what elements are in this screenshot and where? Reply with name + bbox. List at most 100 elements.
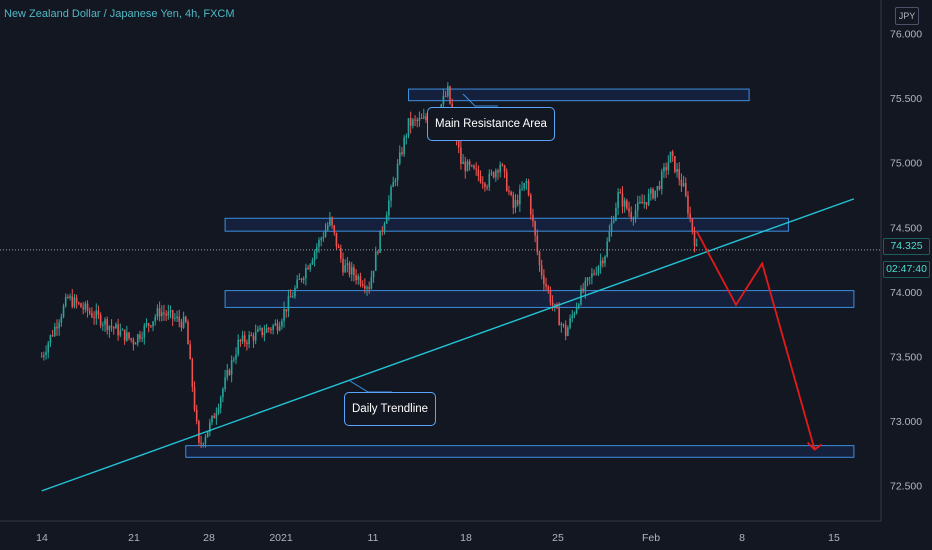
candle-body xyxy=(591,273,593,278)
candle-body xyxy=(302,278,305,281)
candle-body xyxy=(123,329,126,341)
candle-body xyxy=(342,258,344,273)
candle-body xyxy=(71,296,74,307)
candle-body xyxy=(523,183,526,189)
candle-body xyxy=(656,186,659,191)
candle-body xyxy=(134,343,137,345)
candle-body xyxy=(532,214,534,222)
sr-zone xyxy=(224,217,789,232)
candle-body xyxy=(693,231,696,246)
candle-body xyxy=(233,359,235,361)
candle-body xyxy=(551,302,554,306)
candle-body xyxy=(300,278,303,281)
candle-body xyxy=(671,151,674,156)
candle-body xyxy=(160,312,163,317)
candle-body xyxy=(549,290,552,303)
candle-body xyxy=(597,266,600,274)
candle-body xyxy=(204,437,207,444)
candle-body xyxy=(158,308,161,317)
candle-body xyxy=(309,264,312,270)
trendline-label[interactable]: Daily Trendline xyxy=(344,392,437,426)
last-price-tag: 74.325 xyxy=(884,239,929,254)
candle-body xyxy=(104,319,106,325)
candle-body xyxy=(650,189,652,194)
candle-body xyxy=(490,172,493,174)
candle-body xyxy=(75,297,78,303)
candle-body xyxy=(364,285,366,289)
candle-body xyxy=(47,343,50,353)
candle-body xyxy=(462,161,464,165)
candle-body xyxy=(318,240,320,248)
candle-body xyxy=(274,323,277,326)
candle-body xyxy=(558,308,560,326)
candle-body xyxy=(119,330,122,336)
candle-body xyxy=(265,328,268,333)
candle-body xyxy=(505,171,508,191)
candle-body xyxy=(383,223,386,231)
candle-body xyxy=(69,296,71,298)
candle-body xyxy=(106,319,108,331)
candle-body xyxy=(396,163,399,181)
candle-body xyxy=(486,186,488,188)
candle-body xyxy=(311,260,314,265)
candle-body xyxy=(64,296,67,306)
candle-body xyxy=(263,332,266,336)
candle-body xyxy=(329,217,331,226)
candle-body xyxy=(128,332,130,339)
currency-button[interactable]: JPY xyxy=(895,7,919,25)
candle-body xyxy=(682,183,685,187)
candle-body xyxy=(477,169,480,176)
candle-body xyxy=(508,190,510,192)
candle-body xyxy=(425,116,427,121)
candle-body xyxy=(126,332,128,341)
candle-body xyxy=(660,171,663,190)
candle-body xyxy=(381,230,384,232)
candle-body xyxy=(361,284,364,286)
candle-body xyxy=(695,244,698,246)
candle-body xyxy=(224,377,226,389)
candle-body xyxy=(586,277,589,281)
x-tick-label: 14 xyxy=(36,532,48,544)
candle-body xyxy=(156,308,159,318)
candle-body xyxy=(370,277,373,289)
candle-body xyxy=(211,415,213,423)
candle-body xyxy=(567,327,569,336)
y-tick-label: 74.500 xyxy=(890,222,922,234)
candle-body xyxy=(139,334,141,339)
candle-body xyxy=(525,181,528,184)
x-tick-label: 8 xyxy=(739,532,745,544)
resistance-label[interactable]: Main Resistance Area xyxy=(427,107,555,141)
candle-body xyxy=(209,422,211,432)
candle-body xyxy=(322,236,325,239)
candle-body xyxy=(401,152,403,154)
candle-body xyxy=(608,231,611,242)
candle-body xyxy=(250,335,253,337)
candle-body xyxy=(519,189,521,205)
candle-body xyxy=(270,328,272,330)
candle-body xyxy=(499,164,501,173)
candle-body xyxy=(337,246,340,249)
candle-body xyxy=(497,170,499,173)
candle-body xyxy=(610,222,613,232)
candle-body xyxy=(521,188,523,190)
candle-body xyxy=(420,118,423,120)
candle-body xyxy=(447,86,449,96)
candle-body xyxy=(398,152,401,164)
candle-body xyxy=(43,354,45,357)
candle-body xyxy=(217,407,220,413)
candle-body xyxy=(645,201,648,205)
candle-body xyxy=(56,326,58,329)
candle-body xyxy=(287,296,290,312)
candle-body xyxy=(464,161,467,172)
candle-body xyxy=(571,315,574,319)
candle-body xyxy=(272,325,274,330)
candle-body xyxy=(259,327,261,330)
candle-body xyxy=(340,248,342,259)
candle-body xyxy=(484,183,486,187)
candle-body xyxy=(553,303,556,306)
candle-body xyxy=(514,200,517,208)
candle-body xyxy=(674,155,676,173)
candle-body xyxy=(257,329,259,332)
candle-body xyxy=(174,318,176,320)
